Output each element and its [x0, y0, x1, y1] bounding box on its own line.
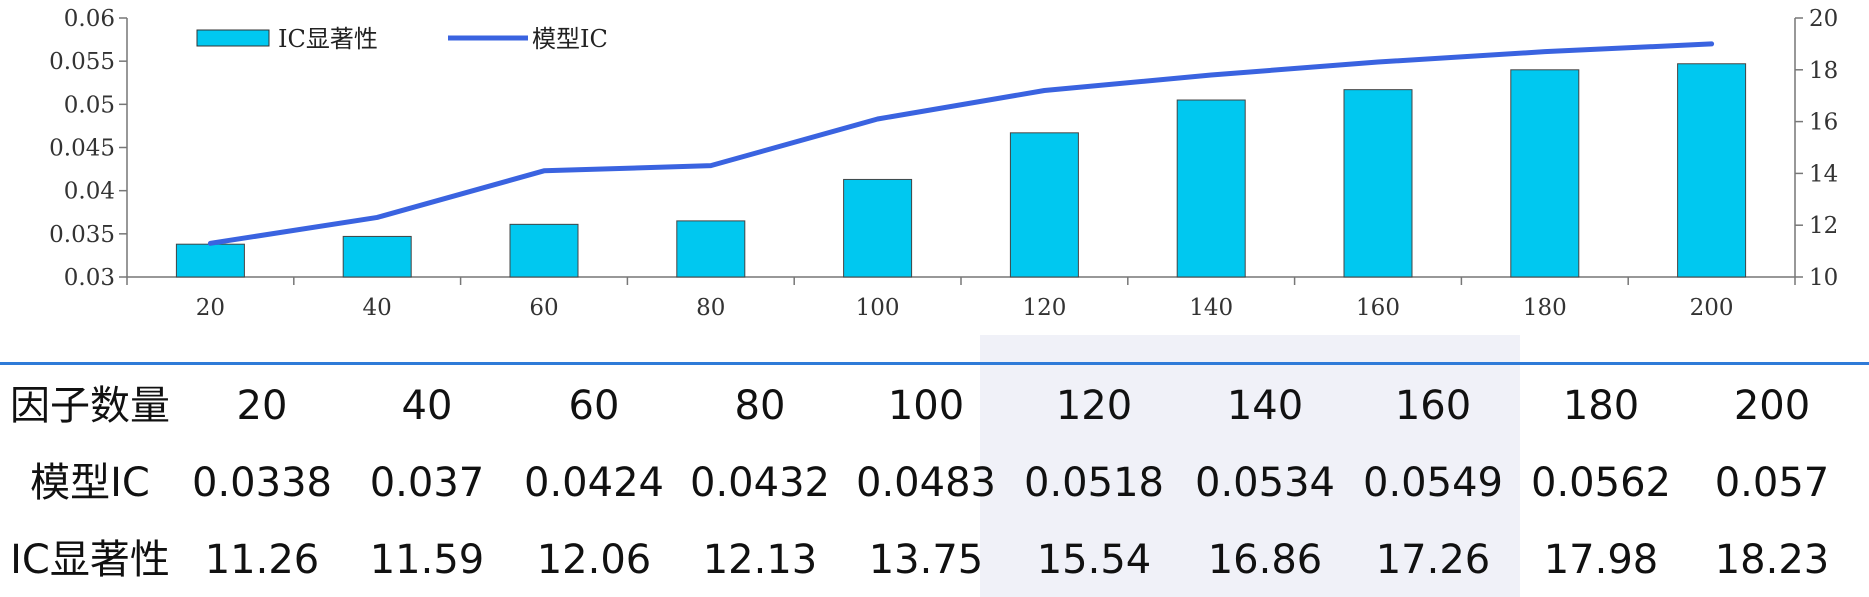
bar	[342, 235, 412, 278]
x-tick-label: 100	[856, 295, 900, 321]
table-cell: 0.0483	[856, 460, 996, 506]
left-y-axis: 0.03 0.035 0.04 0.045 0.05 0.055 0.06	[49, 6, 128, 291]
right-tick-label: 14	[1809, 161, 1838, 187]
table-cell: 16.86	[1207, 537, 1323, 583]
bar	[175, 243, 245, 278]
x-tick-label: 140	[1189, 295, 1233, 321]
left-tick-label: 0.035	[49, 222, 115, 248]
right-tick-label: 16	[1809, 110, 1838, 136]
table-cell: 120	[1055, 383, 1133, 429]
table-cell: 20	[236, 383, 288, 429]
left-tick-label: 0.06	[64, 6, 115, 32]
divider	[0, 362, 1869, 365]
table-cell: 160	[1394, 383, 1472, 429]
table-cell: 60	[568, 383, 620, 429]
legend-bar-label: IC显著性	[278, 25, 378, 53]
right-tick-label: 18	[1809, 58, 1838, 84]
x-tick-label: 20	[196, 295, 225, 321]
table-row-factor-count: 因子数量 20 40 60 80 100 120 140 160 180 200	[0, 370, 1869, 442]
table-row-header: 因子数量	[10, 383, 170, 429]
table-cell: 0.0534	[1195, 460, 1335, 506]
left-tick-label: 0.045	[49, 136, 115, 162]
right-tick-label: 20	[1809, 6, 1838, 32]
x-tick-label: 120	[1022, 295, 1066, 321]
table-cell: 0.0432	[690, 460, 830, 506]
table-cell: 80	[734, 383, 786, 429]
x-tick-label: 40	[363, 295, 392, 321]
bar-series	[175, 63, 1747, 278]
bar	[843, 178, 913, 278]
bar	[1343, 89, 1413, 278]
table-cell: 0.0338	[192, 460, 332, 506]
table-cell: 100	[887, 383, 965, 429]
bar	[1677, 63, 1747, 278]
legend-bar-swatch	[196, 29, 270, 47]
table-cell: 0.0424	[524, 460, 664, 506]
table-cell: 0.0518	[1024, 460, 1164, 506]
legend: IC显著性 模型IC	[196, 25, 608, 53]
left-tick-label: 0.05	[64, 92, 115, 118]
table-cell: 18.23	[1714, 537, 1830, 583]
table-cell: 180	[1562, 383, 1640, 429]
left-tick-label: 0.03	[64, 265, 115, 291]
table-cell: 0.0549	[1363, 460, 1503, 506]
left-tick-label: 0.055	[49, 49, 115, 75]
table-cell: 17.26	[1375, 537, 1491, 583]
left-tick-label: 0.04	[64, 179, 115, 205]
table-row-header: 模型IC	[30, 460, 150, 506]
x-tick-label: 60	[529, 295, 558, 321]
table-cell: 12.06	[536, 537, 652, 583]
table-cell: 17.98	[1543, 537, 1659, 583]
table-cell: 15.54	[1036, 537, 1152, 583]
table-row-ic-significance: IC显著性 11.26 11.59 12.06 12.13 13.75 15.54 16.86…	[0, 524, 1869, 596]
table-cell: 11.59	[369, 537, 485, 583]
bar	[509, 223, 579, 278]
x-tick-label: 160	[1356, 295, 1400, 321]
bar	[676, 220, 746, 278]
bar	[1510, 69, 1580, 278]
bar	[1176, 99, 1246, 278]
table-cell: 12.13	[702, 537, 818, 583]
line-series	[207, 41, 1715, 246]
table-highlight-band	[980, 335, 1520, 597]
table-cell: 0.0562	[1531, 460, 1671, 506]
x-tick-label: 180	[1523, 295, 1567, 321]
table-cell: 13.75	[868, 537, 984, 583]
line-path	[207, 41, 1715, 246]
right-tick-label: 10	[1809, 265, 1838, 291]
x-axis: 20 40 60 80 100 120 140 160 180 200	[126, 276, 1796, 321]
legend-line-label: 模型IC	[532, 25, 608, 53]
chart: 0.03 0.035 0.04 0.045 0.05 0.055 0.06 10 12 14 16…	[49, 6, 1838, 321]
table-cell: 40	[401, 383, 453, 429]
right-y-axis: 10 12 14 16 18 20	[1794, 6, 1838, 291]
table-cell: 200	[1733, 383, 1811, 429]
table-cell: 0.057	[1714, 460, 1830, 506]
x-tick-label: 80	[696, 295, 725, 321]
bar	[1009, 132, 1079, 278]
table-row-header: IC显著性	[10, 537, 170, 583]
table-cell: 0.037	[369, 460, 485, 506]
table-cell: 11.26	[204, 537, 320, 583]
table-cell: 140	[1226, 383, 1304, 429]
x-tick-label: 200	[1690, 295, 1734, 321]
right-tick-label: 12	[1809, 213, 1838, 239]
table-row-model-ic: 模型IC 0.0338 0.037 0.0424 0.0432 0.0483 0.0518 0…	[0, 447, 1869, 519]
